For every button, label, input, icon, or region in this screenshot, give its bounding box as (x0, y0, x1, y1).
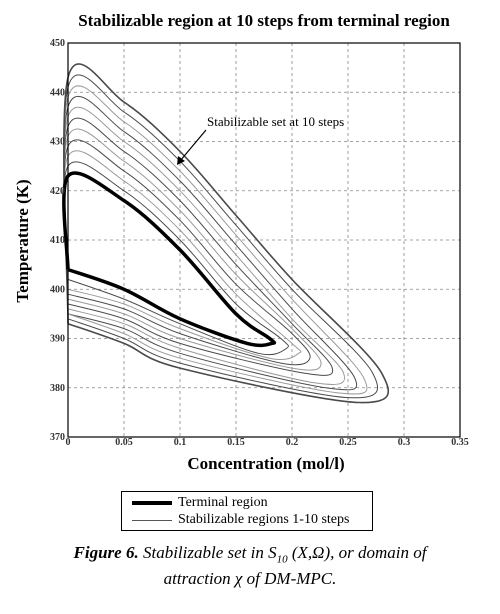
x-axis-label: Concentration (mol/l) (187, 454, 344, 473)
regions (62, 63, 390, 404)
y-tick-label: 450 (50, 38, 65, 49)
y-tick-label: 390 (50, 334, 65, 345)
stabilizable-region-step-10 (63, 63, 390, 404)
y-tick-label: 370 (50, 432, 65, 443)
stabilizable-region-step-9 (63, 74, 378, 399)
x-tick-label: 0.35 (451, 437, 469, 448)
stabilizable-region-step-8 (63, 85, 368, 395)
x-tick-label: 0.05 (115, 437, 133, 448)
annotation-arrow-line (179, 129, 207, 162)
caption-subscript: 10 (276, 553, 288, 566)
stabilizable-region-step-4 (63, 128, 322, 371)
x-tick-label: 0 (66, 437, 71, 448)
stabilizable-region-step-6 (63, 106, 345, 385)
chart: Stabilizable region at 10 steps from ter… (13, 11, 469, 473)
stabilizable-region-step-5 (63, 117, 334, 376)
y-tick-label: 430 (50, 137, 65, 148)
y-tick-label: 380 (50, 383, 65, 394)
x-tick-label: 0.15 (227, 437, 245, 448)
legend-swatch-thick (132, 501, 172, 505)
annotation-label: Stabilizable set at 10 steps (207, 114, 344, 129)
stabilizable-region-step-3 (63, 139, 311, 366)
figure-caption: Figure 6. Stabilizable set in S10 (X,Ω),… (0, 543, 500, 589)
caption-text-after: (X,Ω), or domain of (287, 543, 427, 562)
annotation-arrowhead (177, 156, 185, 165)
legend-item-stabilizable: Stabilizable regions 1-10 steps (132, 512, 349, 528)
terminal-region (62, 171, 277, 348)
chart-title: Stabilizable region at 10 steps from ter… (78, 11, 450, 30)
y-tick-label: 400 (50, 284, 65, 295)
y-axis-label: Temperature (K) (13, 179, 32, 302)
stabilizable-region-step-1 (63, 161, 289, 356)
grid (67, 42, 461, 438)
y-tick-label: 440 (50, 87, 65, 98)
stabilizable-region-step-2 (63, 150, 302, 361)
x-tick-label: 0.25 (339, 437, 357, 448)
caption-text-before: Stabilizable set in S (142, 543, 277, 562)
x-tick-label: 0.1 (174, 437, 187, 448)
x-tick-label: 0.2 (286, 437, 299, 448)
legend-label-stabilizable: Stabilizable regions 1-10 steps (178, 512, 350, 527)
x-tick-label: 0.3 (398, 437, 411, 448)
legend-swatch-thin (132, 519, 172, 521)
legend-item-terminal: Terminal region (132, 495, 268, 511)
legend: Terminal region Stabilizable regions 1-1… (121, 491, 373, 531)
y-tick-label: 420 (50, 186, 65, 197)
tick-labels: 0 0.05 0.1 0.15 0.2 0.25 0.3 0.35 370 380 390 400 41… (50, 38, 469, 448)
stabilizable-region-step-7 (63, 95, 358, 391)
y-tick-label: 410 (50, 235, 65, 246)
plot-frame (67, 42, 461, 438)
caption-figure-label: Figure 6. (73, 543, 139, 562)
legend-label-terminal: Terminal region (178, 495, 268, 510)
caption-line-2: attraction χ of DM-MPC. (163, 569, 337, 589)
